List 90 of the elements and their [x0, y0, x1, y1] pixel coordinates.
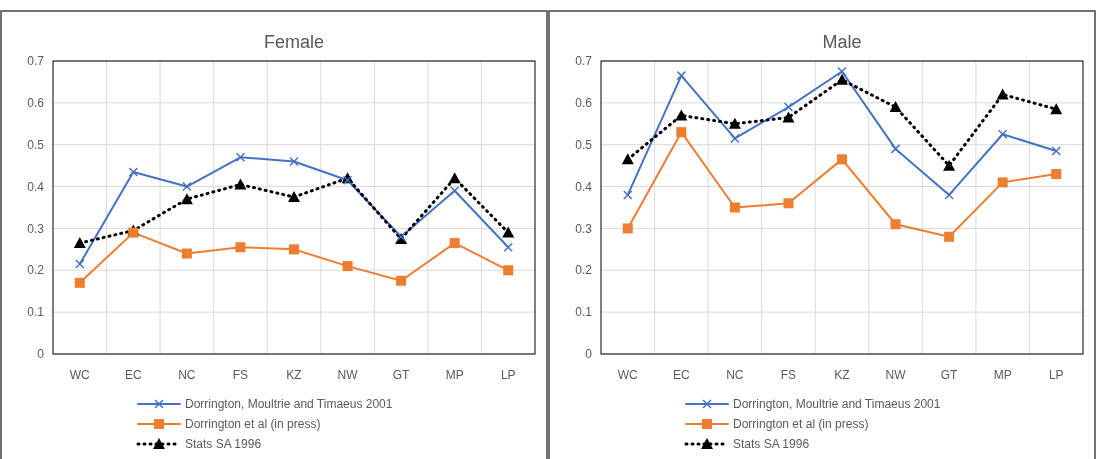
x-tick-label: KZ: [286, 368, 302, 382]
point: [74, 277, 85, 288]
point: [622, 223, 633, 234]
y-tick-label: 0.2: [575, 263, 593, 278]
y-tick-label: 0.5: [575, 137, 593, 152]
legend-label: Dorrington et al (in press): [733, 417, 869, 432]
point: [783, 198, 794, 209]
point: [676, 127, 687, 138]
x-tick-label: WC: [69, 368, 91, 382]
point: [997, 129, 1008, 139]
y-tick-label: 0.3: [27, 221, 45, 236]
x-tick-label: MP: [993, 368, 1012, 382]
y-tick-label: 0.4: [575, 179, 593, 194]
x-tick-label: WC: [617, 368, 639, 382]
y-tick-label: 0.1: [27, 305, 45, 320]
point: [836, 73, 848, 85]
point: [502, 226, 515, 238]
y-tick-label: 0.3: [575, 221, 593, 236]
x-tick-label: GT: [392, 368, 411, 382]
point: [449, 238, 460, 249]
y-tick-label: 0: [585, 347, 593, 362]
x-tick-label: NW: [337, 368, 359, 382]
point: [944, 190, 954, 200]
x-tick-label: LP: [500, 368, 516, 382]
point: [621, 153, 634, 165]
point: [675, 109, 688, 121]
x-tick-label: GT: [940, 368, 959, 382]
point: [890, 219, 901, 230]
legend-label: Dorrington, Moultrie and Timaeus 2001: [733, 397, 941, 412]
point: [75, 259, 85, 269]
point: [1051, 146, 1061, 156]
x-tick-label: FS: [780, 368, 797, 382]
y-tick-label: 0.7: [27, 54, 45, 69]
y-tick-label: 0.2: [27, 263, 45, 278]
legend-label: Stats SA 1996: [733, 437, 810, 452]
point: [729, 202, 740, 213]
y-tick-label: 0.4: [27, 179, 45, 194]
x-tick-label: EC: [125, 368, 142, 382]
point: [128, 167, 139, 177]
point: [1050, 103, 1063, 115]
x-tick-label: NC: [178, 368, 196, 382]
point: [997, 177, 1008, 188]
x-tick-label: EC: [673, 368, 690, 382]
legend-label: Dorrington et al (in press): [185, 417, 321, 432]
point: [890, 144, 901, 154]
point: [235, 242, 246, 253]
x-tick-label: KZ: [834, 368, 850, 382]
point: [289, 244, 299, 255]
point: [676, 70, 687, 81]
x-tick-label: NW: [885, 368, 907, 382]
point: [182, 181, 192, 192]
point: [837, 154, 847, 165]
point: [996, 88, 1009, 100]
point: [889, 101, 902, 113]
point: [73, 237, 86, 249]
point: [181, 248, 192, 259]
point: [782, 111, 795, 123]
point: [289, 156, 299, 167]
chart-title: Male: [822, 32, 862, 52]
x-tick-label: NC: [726, 368, 744, 382]
y-tick-label: 0.6: [27, 96, 45, 111]
point: [837, 66, 847, 77]
point: [180, 193, 193, 205]
x-tick-label: MP: [445, 368, 464, 382]
point: [449, 186, 460, 196]
point: [234, 178, 247, 190]
point: [288, 191, 300, 203]
point: [342, 261, 353, 272]
legend-label: Dorrington, Moultrie and Timaeus 2001: [185, 397, 393, 412]
y-tick-label: 0.7: [575, 54, 593, 69]
point: [730, 133, 740, 144]
y-tick-label: 0: [37, 347, 45, 362]
legend-label: Stats SA 1996: [185, 437, 262, 452]
point: [623, 190, 633, 200]
point: [943, 159, 956, 171]
point: [944, 231, 955, 242]
y-tick-label: 0.1: [575, 305, 593, 320]
point: [728, 117, 741, 129]
x-tick-label: LP: [1048, 368, 1064, 382]
point: [396, 275, 407, 286]
point: [503, 265, 514, 276]
point: [448, 172, 461, 184]
y-tick-label: 0.6: [575, 96, 593, 111]
chart-title: Female: [263, 32, 325, 52]
point: [783, 102, 794, 112]
point: [1051, 169, 1062, 180]
y-tick-label: 0.5: [27, 137, 45, 152]
point: [503, 242, 513, 253]
x-tick-label: FS: [232, 368, 249, 382]
point: [235, 152, 246, 163]
